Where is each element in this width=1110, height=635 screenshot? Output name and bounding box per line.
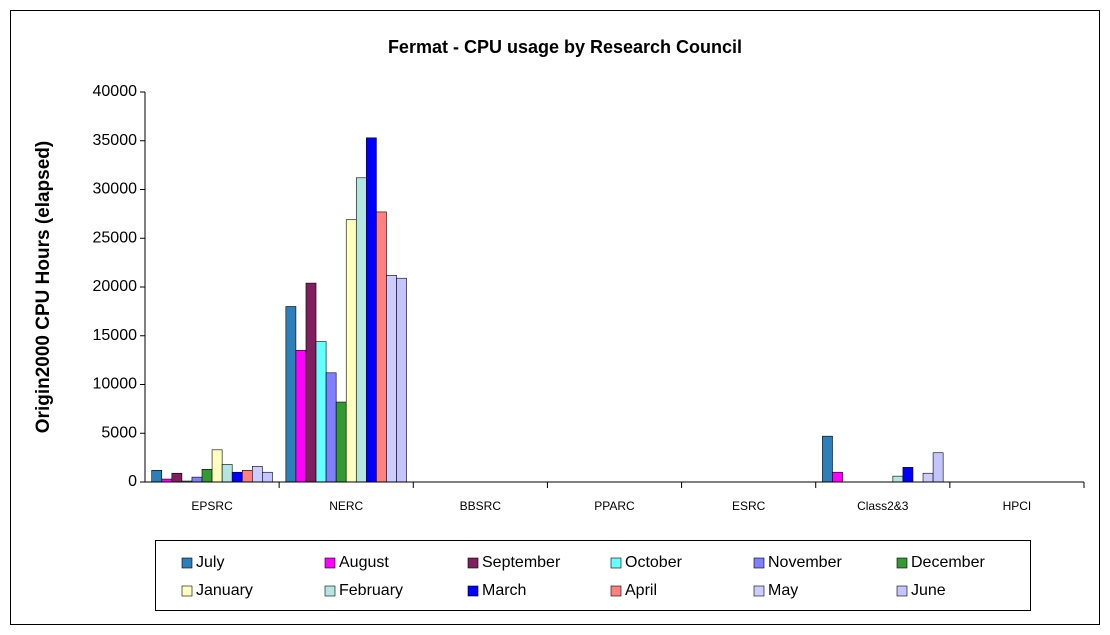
x-tick-label: Class2&3 (857, 499, 909, 513)
bar (295, 350, 307, 483)
bar (325, 372, 337, 483)
bar (171, 472, 183, 483)
legend-label: February (339, 582, 403, 599)
x-tick-label: HPCI (1003, 499, 1032, 513)
legend-swatch (610, 557, 622, 569)
legend-label: November (768, 554, 842, 571)
bar (892, 475, 904, 483)
bar (252, 466, 263, 483)
legend-label: October (625, 554, 683, 571)
bar (345, 219, 357, 483)
legend-swatch (896, 585, 908, 597)
legend-swatch (324, 557, 336, 569)
bar (151, 469, 163, 483)
legend-label: August (339, 554, 389, 571)
legend-swatch (181, 557, 193, 569)
y-tick-label: 10000 (93, 376, 138, 393)
y-tick-label: 15000 (93, 327, 138, 344)
y-tick-label: 40000 (93, 83, 138, 100)
bar (386, 274, 397, 483)
bar (335, 401, 347, 483)
y-tick-label: 25000 (93, 229, 138, 246)
legend-label: May (768, 582, 798, 599)
legend-box (155, 540, 1031, 611)
bar (396, 277, 407, 483)
bar (211, 449, 223, 483)
bar (262, 471, 273, 483)
legend-label: December (911, 554, 985, 571)
bar (376, 211, 387, 483)
legend-label: September (482, 554, 561, 571)
y-tick-label: 20000 (93, 278, 138, 295)
y-axis-label: Origin2000 CPU Hours (elapsed) (33, 141, 54, 433)
legend-label: April (625, 582, 657, 599)
y-tick-label: 30000 (93, 181, 138, 198)
bar (902, 467, 914, 483)
legend-label: July (196, 554, 224, 571)
legend-label: March (482, 582, 526, 599)
x-tick-label: EPSRC (191, 499, 233, 513)
legend-swatch (181, 585, 193, 597)
bar (355, 177, 367, 483)
legend-label: June (911, 582, 946, 599)
x-tick-label: ESRC (732, 499, 766, 513)
x-tick-label: NERC (329, 499, 363, 513)
legend-swatch (610, 585, 622, 597)
legend-swatch (753, 557, 765, 569)
chart-title: Fermat - CPU usage by Research Council (388, 37, 742, 57)
bar (285, 306, 297, 483)
bar (221, 464, 233, 483)
chart-border (10, 10, 1100, 625)
legend-swatch (467, 557, 479, 569)
bar (201, 469, 213, 483)
legend-swatch (896, 557, 908, 569)
legend-swatch (753, 585, 765, 597)
legend-swatch (324, 585, 336, 597)
bar (932, 452, 944, 483)
legend-swatch (467, 585, 479, 597)
y-tick-label: 35000 (93, 132, 138, 149)
bar (191, 476, 203, 483)
bar (305, 282, 317, 483)
bar (832, 471, 843, 483)
bar (231, 471, 243, 483)
x-tick-label: PPARC (594, 499, 635, 513)
legend-label: January (196, 582, 253, 599)
bar (922, 472, 934, 483)
bar (241, 469, 253, 483)
y-tick-label: 5000 (101, 424, 137, 441)
bar (315, 341, 327, 483)
x-tick-label: BBSRC (460, 499, 502, 513)
bar (366, 137, 377, 483)
y-tick-label: 0 (128, 473, 137, 490)
bar (822, 435, 833, 483)
